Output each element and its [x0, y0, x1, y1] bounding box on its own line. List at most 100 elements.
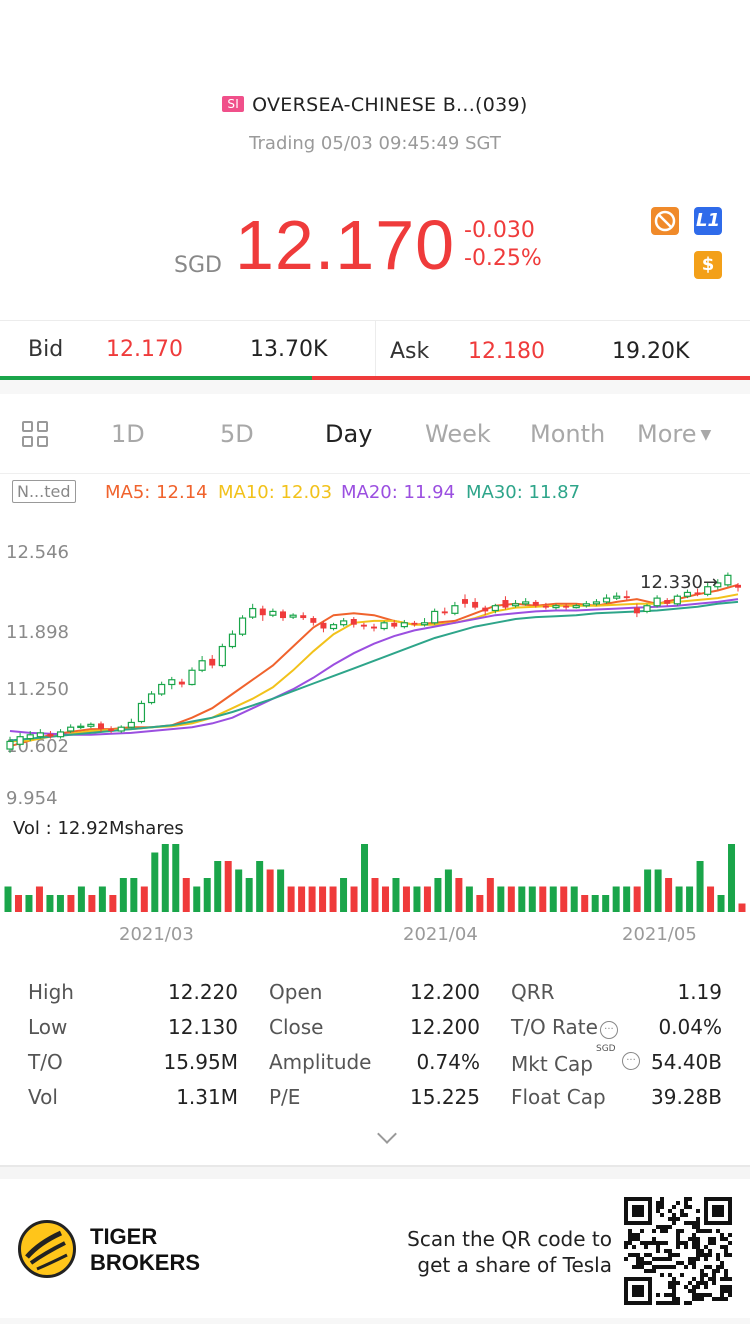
qr-module: [720, 1245, 724, 1249]
qr-module: [648, 1269, 652, 1273]
qr-module: [696, 1241, 700, 1245]
tab-day[interactable]: Day: [325, 420, 373, 448]
tab-week[interactable]: Week: [425, 420, 491, 448]
candle: [16, 732, 24, 747]
volume-bar: [686, 886, 694, 912]
qr-module: [652, 1269, 656, 1273]
qr-module: [700, 1281, 704, 1285]
qr-module: [716, 1229, 720, 1233]
volume-bar: [109, 895, 117, 912]
stat-label-to-rate: T/O Rate ···: [511, 1015, 618, 1039]
candle: [310, 616, 317, 626]
stat-value: 15.95M: [163, 1050, 238, 1074]
qr-module: [668, 1209, 672, 1213]
volume-bar: [224, 861, 232, 912]
tab-more[interactable]: More ▼: [637, 420, 711, 448]
level1-icon[interactable]: L1: [694, 207, 722, 235]
info-icon[interactable]: ···: [599, 1021, 618, 1039]
volume-bar: [119, 878, 127, 912]
volume-bar: [46, 895, 54, 912]
qr-code[interactable]: [624, 1197, 732, 1305]
qr-module: [668, 1253, 672, 1257]
stat-label: T/O: [28, 1050, 63, 1074]
volume-bar: [308, 886, 316, 912]
qr-module: [724, 1249, 728, 1253]
candle: [259, 605, 266, 621]
tab-1d[interactable]: 1D: [111, 420, 145, 448]
qr-module: [712, 1297, 716, 1301]
tab-month[interactable]: Month: [530, 420, 606, 448]
qr-module: [704, 1281, 708, 1285]
candle: [117, 725, 125, 733]
qr-module: [672, 1285, 676, 1289]
qr-module: [668, 1281, 672, 1285]
qr-module: [688, 1301, 692, 1305]
qr-module: [648, 1253, 652, 1257]
adjustment-selector[interactable]: N...ted: [12, 480, 76, 503]
candle: [198, 656, 206, 673]
qr-module: [704, 1285, 708, 1289]
qr-module: [684, 1213, 688, 1217]
candle: [643, 603, 651, 614]
volume-bar: [56, 895, 64, 912]
stat-label: Amplitude: [269, 1050, 372, 1074]
tab-more-label: More: [637, 420, 697, 448]
qr-module: [640, 1257, 644, 1261]
qr-module: [696, 1281, 700, 1285]
qr-module: [700, 1273, 704, 1277]
qr-module: [700, 1249, 704, 1253]
promo-line: Scan the QR code to: [407, 1227, 612, 1251]
volume-bar: [602, 895, 610, 912]
candle: [602, 594, 611, 604]
qr-module: [724, 1253, 728, 1257]
no-short-icon[interactable]: [651, 207, 679, 235]
candle: [563, 603, 570, 610]
volume-bar: [67, 895, 75, 912]
volume-chart[interactable]: [0, 840, 750, 915]
info-icon[interactable]: ···: [622, 1052, 640, 1070]
ask-ratio-bar: [312, 376, 750, 380]
to-rate-label: T/O Rate: [511, 1015, 598, 1039]
qr-module: [664, 1301, 668, 1305]
qr-module: [696, 1221, 700, 1225]
volume-bar: [298, 886, 306, 912]
qr-module: [712, 1277, 716, 1281]
qr-module: [680, 1273, 684, 1277]
qr-module: [624, 1257, 628, 1261]
qr-module: [660, 1273, 664, 1277]
candle: [137, 700, 146, 724]
candle: [289, 613, 297, 620]
qr-module: [668, 1285, 672, 1289]
qr-module: [624, 1241, 628, 1245]
volume-bar: [497, 886, 505, 912]
qr-module: [672, 1293, 676, 1297]
qr-module: [636, 1233, 640, 1237]
qr-module: [720, 1289, 724, 1293]
section-gap: [0, 380, 750, 394]
qr-module: [704, 1253, 708, 1257]
qr-module: [656, 1201, 660, 1205]
qr-module: [656, 1293, 660, 1297]
price-chart[interactable]: 12.330→: [0, 530, 750, 800]
candle: [269, 608, 277, 618]
qr-module: [720, 1237, 724, 1241]
layout-grid-icon[interactable]: [22, 421, 50, 449]
stat-label: Float Cap: [511, 1085, 606, 1109]
qr-module: [672, 1301, 676, 1305]
candle: [391, 619, 398, 629]
volume-bar: [423, 886, 431, 912]
qr-module: [724, 1285, 728, 1289]
qr-module: [692, 1265, 696, 1269]
dollar-icon[interactable]: $: [694, 251, 722, 279]
expand-chevron-icon[interactable]: [377, 1124, 397, 1144]
qr-module: [688, 1261, 692, 1265]
qr-module: [636, 1237, 640, 1241]
brand-name: TIGER BROKERS: [90, 1224, 200, 1276]
volume-bar: [4, 886, 12, 912]
volume-bar: [486, 878, 494, 912]
qr-module: [680, 1241, 684, 1245]
qr-module: [632, 1253, 636, 1257]
qr-module: [660, 1197, 664, 1201]
bid-label: Bid: [28, 337, 64, 362]
tab-5d[interactable]: 5D: [220, 420, 254, 448]
